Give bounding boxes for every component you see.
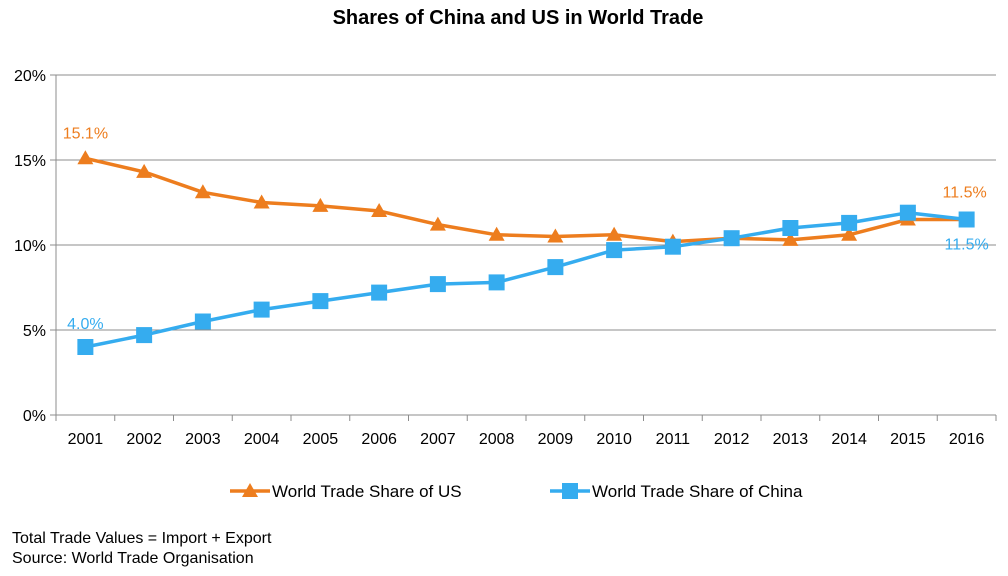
china-square-marker [371,284,388,301]
x-tick-label: 2004 [244,431,280,448]
us-triangle-marker [782,231,799,246]
x-tick-label: 2008 [479,431,515,448]
footnote-formula: Total Trade Values = Import + Export [12,530,272,547]
us-triangle-marker [606,226,623,241]
x-tick-label: 2003 [185,431,221,448]
x-tick-label: 2012 [714,431,750,448]
x-tick-label: 2006 [361,431,397,448]
y-tick-label: 20% [14,68,46,85]
china-square-marker [958,211,975,228]
china-square-marker [723,230,740,247]
y-tick-label: 0% [23,408,46,425]
china-square-marker [841,214,858,231]
us-triangle-marker [136,163,153,178]
x-tick-label: 2011 [656,431,691,448]
china-square-marker [136,327,153,344]
x-tick-label: 2009 [538,431,574,448]
x-tick-label: 2015 [890,431,926,448]
data-labels: 15.1% 11.5% 4.0% 11.5% [63,125,989,333]
china-square-marker [77,339,94,355]
legend: World Trade Share of US World Trade Share… [230,482,803,501]
china-square-marker [664,238,681,255]
china-square-marker [312,293,329,310]
x-tick-label: 2010 [596,431,632,448]
data-label: 4.0% [67,316,103,333]
x-tick-label: 2002 [126,431,162,448]
china-square-marker [899,204,916,221]
x-tick-label: 2005 [303,431,339,448]
china-square-marker [547,259,564,276]
china-square-marker [782,220,799,236]
series-line-0 [84,156,967,244]
data-label: 11.5% [945,237,989,254]
series-line-1 [85,210,967,349]
china-square-marker [194,313,211,330]
us-triangle-marker [371,203,388,217]
x-tick-label: 2016 [949,431,985,448]
us-triangle-marker [488,226,505,241]
us-triangle-marker [253,194,270,209]
data-label: 11.5% [943,185,987,202]
x-tick-label: 2013 [773,431,809,448]
x-tick-label: 2001 [68,431,104,448]
us-triangle-marker [194,184,211,199]
series-layer [77,150,975,355]
china-square-marker [488,274,505,291]
y-tick-label: 10% [14,238,46,255]
china-square-marker [429,276,446,293]
x-tick-label: 2014 [831,431,867,448]
legend-label: World Trade Share of China [592,482,803,501]
gridlines [56,74,996,331]
us-triangle-marker [312,197,329,212]
china-square-marker [253,301,270,318]
us-triangle-marker [547,228,564,243]
data-label: 15.1% [63,125,108,142]
us-triangle-marker [77,150,94,165]
line-chart: Shares of China and US in World Trade 0%… [14,7,997,501]
us-triangle-marker [841,226,858,241]
footnote-source: Source: World Trade Organisation [12,550,254,567]
y-tick-label: 15% [14,153,46,170]
china-square-marker [606,242,623,259]
legend-label: World Trade Share of US [272,482,462,501]
legend-square-marker [562,483,578,499]
us-triangle-marker [429,216,446,231]
x-tick-label: 2007 [420,431,456,448]
y-tick-label: 5% [23,323,46,340]
axes: 0% 5% 10% 15% 20% 2001 2002 2003 2004 2005 2006 200… [14,68,997,448]
legend-triangle-marker [242,483,258,497]
chart-title: Shares of China and US in World Trade [333,7,704,29]
